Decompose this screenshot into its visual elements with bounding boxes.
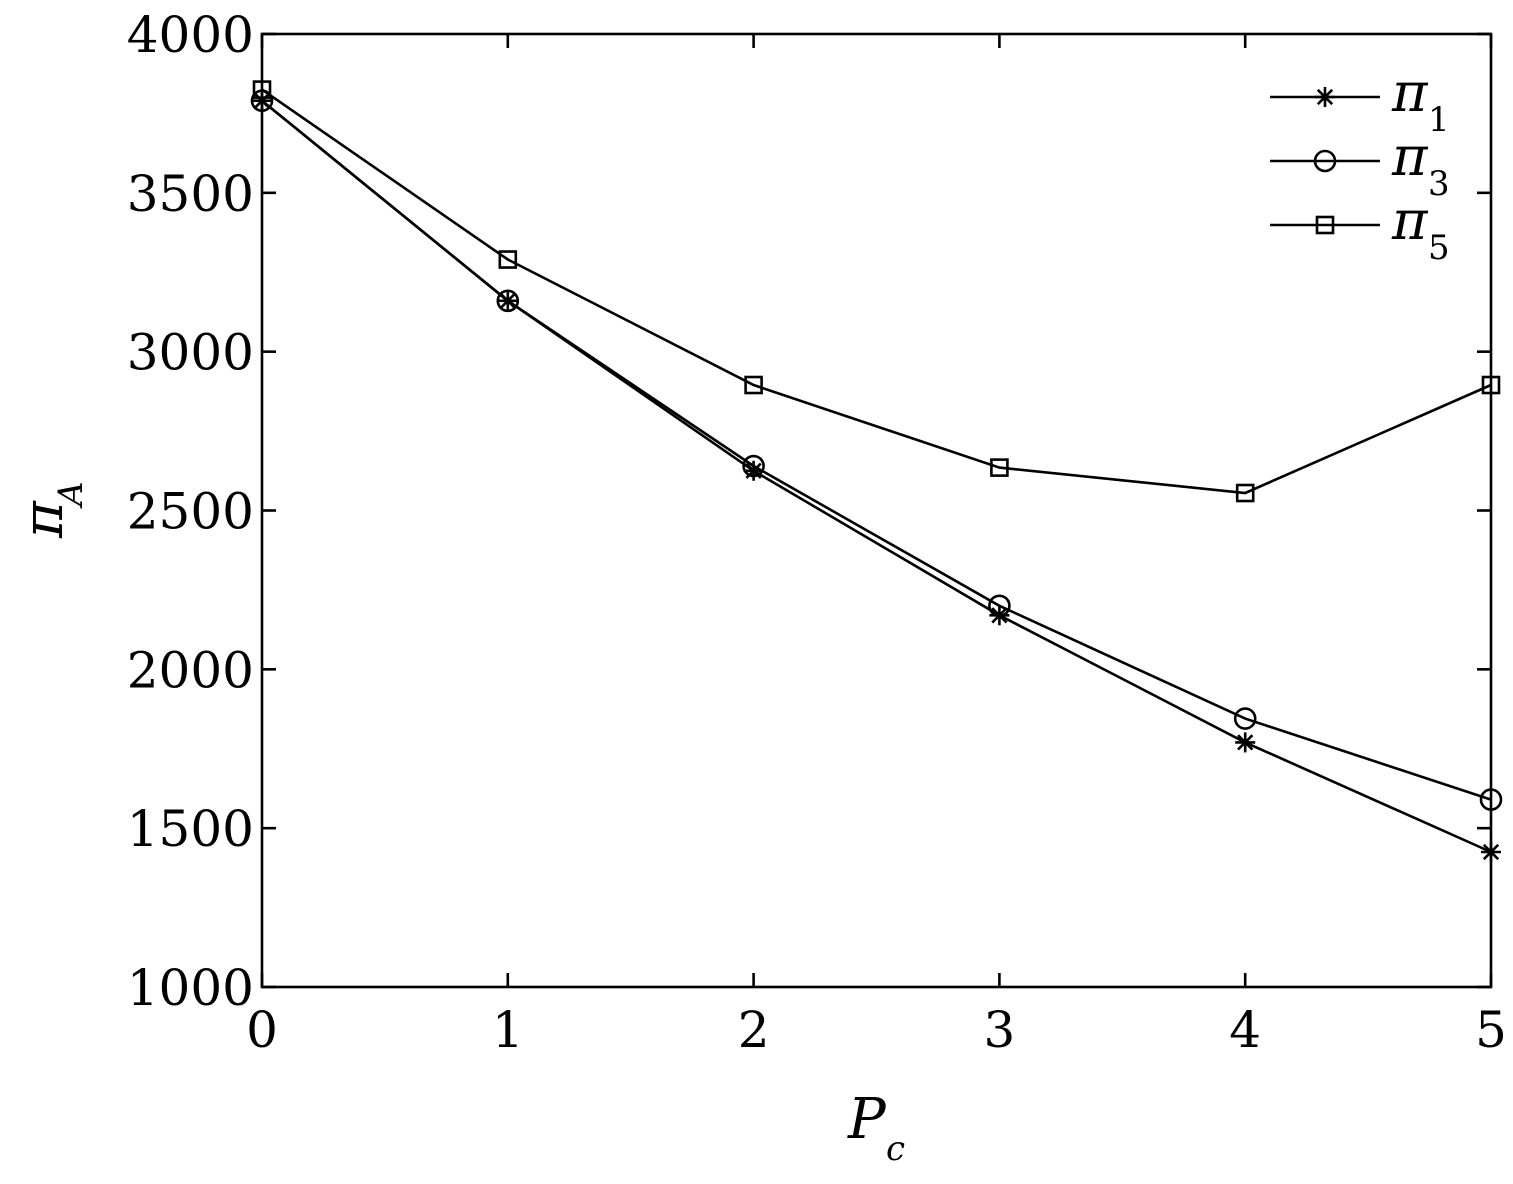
y-axis-label-group: π A: [11, 481, 91, 539]
legend-label: π: [1391, 61, 1429, 124]
series-pi-1: [252, 90, 1501, 862]
data-point-square: [744, 375, 763, 395]
y-tick-label: 2000: [127, 641, 254, 699]
y-axis-label: π: [11, 500, 76, 539]
legend-label-subscript: 5: [1428, 228, 1450, 268]
series-line: [261, 99, 1492, 801]
data-point-asterisk: [1315, 87, 1335, 107]
y-tick-label: 2500: [127, 483, 254, 541]
data-point-circle: [742, 454, 765, 478]
x-tick-label: 4: [1229, 1001, 1261, 1059]
legend-label: π: [1391, 125, 1429, 188]
legend-label-subscript: 3: [1428, 164, 1450, 204]
legend-label-subscript: 1: [1428, 100, 1450, 140]
x-tick-label: 0: [246, 1001, 278, 1059]
data-point-square: [990, 458, 1009, 477]
x-tick-label: 1: [492, 1001, 524, 1059]
x-tick-label: 2: [738, 1001, 770, 1059]
axis-ticks: [260, 32, 1493, 989]
y-tick-label: 3000: [127, 324, 254, 382]
axis-tick-labels: 0 1 2 3 4 5 1000 1500 2000 2500 3000 3500 4000: [127, 6, 1507, 1059]
x-axis-label: P: [847, 1087, 887, 1152]
x-tick-label: 3: [983, 1001, 1015, 1059]
y-axis-label-subscript: A: [51, 481, 91, 509]
series-line: [261, 88, 1492, 495]
series-pi-3: [250, 89, 1503, 811]
y-tick-label: 4000: [127, 6, 254, 64]
legend-label: π: [1391, 189, 1429, 252]
y-tick-label: 1500: [127, 800, 254, 858]
x-tick-label: 5: [1475, 1001, 1507, 1059]
y-tick-label: 1000: [127, 959, 254, 1017]
y-tick-label: 3500: [127, 165, 254, 223]
plot-frame: [260, 32, 1493, 989]
data-point-circle: [496, 289, 520, 313]
x-axis-label-subscript: c: [886, 1129, 905, 1169]
data-point-square: [498, 250, 518, 269]
series-pi-5: [252, 80, 1501, 503]
series-layer: [250, 80, 1503, 862]
data-point-square: [1235, 483, 1255, 503]
data-point-circle: [1313, 149, 1337, 173]
data-point-square: [1315, 215, 1335, 235]
data-point-circle: [988, 594, 1011, 618]
data-point-asterisk: [1235, 732, 1256, 753]
legend: π 1π 3π 5: [1270, 61, 1450, 268]
data-point-circle: [1233, 707, 1257, 730]
